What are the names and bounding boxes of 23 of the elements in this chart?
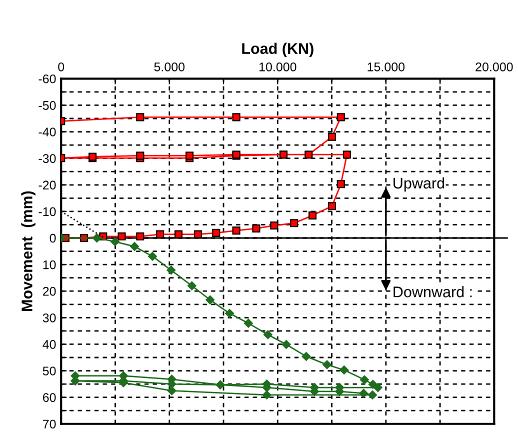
y-tick-label: 70 xyxy=(43,420,56,429)
annotation: Downward : xyxy=(394,286,472,298)
x-axis-title: Load (KN) xyxy=(242,42,314,57)
y-tick-label: 0 xyxy=(50,234,56,243)
y-tick-label: 30 xyxy=(42,313,56,322)
y-tick-label: -50 xyxy=(38,101,56,110)
x-tick-label: 15.000 xyxy=(368,62,405,72)
y-tick-label: 60 xyxy=(42,393,56,402)
y-tick-label: 50 xyxy=(42,366,56,376)
y-tick-label: -60 xyxy=(38,74,56,84)
annotation: Upward xyxy=(394,177,444,192)
y-tick-label: -20 xyxy=(38,180,56,190)
x-tick-label: 0 xyxy=(58,62,64,72)
y-tick-label: -30 xyxy=(38,154,56,163)
y-tick-label: 10 xyxy=(43,260,56,270)
x-tick-label: 10.000 xyxy=(259,62,296,72)
y-tick-label: 40 xyxy=(42,340,56,349)
y-tick-label: -10 xyxy=(38,207,56,216)
x-tick-label: 5.000 xyxy=(154,62,185,72)
x-tick-label: 20.000 xyxy=(476,62,513,72)
y-tick-label: 20 xyxy=(42,286,56,296)
y-axis-title: Movement (mm) xyxy=(21,191,36,311)
y-tick-label: -40 xyxy=(38,128,56,136)
